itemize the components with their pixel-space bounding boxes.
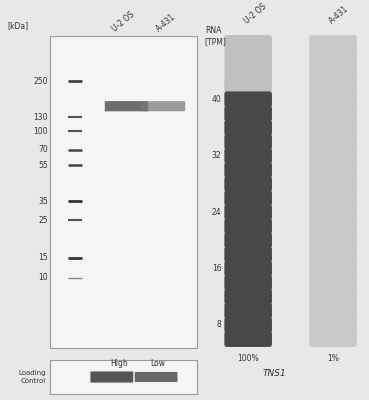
FancyBboxPatch shape [224,148,272,164]
FancyBboxPatch shape [309,134,357,150]
FancyBboxPatch shape [224,106,272,122]
Text: 1%: 1% [327,354,339,363]
Text: 16: 16 [212,264,221,273]
Text: 35: 35 [38,197,48,206]
Text: 10: 10 [38,273,48,282]
FancyBboxPatch shape [309,190,357,206]
Text: 55: 55 [38,161,48,170]
FancyBboxPatch shape [50,36,197,348]
FancyBboxPatch shape [224,77,272,93]
FancyBboxPatch shape [224,246,272,262]
FancyBboxPatch shape [309,176,357,192]
FancyBboxPatch shape [224,260,272,276]
Text: 100%: 100% [237,354,259,363]
Text: Loading
Control: Loading Control [18,370,46,384]
FancyBboxPatch shape [224,204,272,220]
FancyBboxPatch shape [224,49,272,65]
FancyBboxPatch shape [224,190,272,206]
Text: 130: 130 [34,113,48,122]
Text: 40: 40 [212,95,221,104]
Text: A-431: A-431 [327,5,350,26]
FancyBboxPatch shape [309,317,357,333]
FancyBboxPatch shape [309,232,357,248]
FancyBboxPatch shape [309,148,357,164]
FancyBboxPatch shape [224,176,272,192]
FancyBboxPatch shape [224,303,272,319]
FancyBboxPatch shape [142,101,185,111]
Text: RNA
[TPM]: RNA [TPM] [205,26,227,46]
Text: A-431: A-431 [155,13,177,34]
Text: U-2 OS: U-2 OS [242,2,268,26]
FancyBboxPatch shape [309,246,357,262]
FancyBboxPatch shape [309,260,357,276]
Text: High: High [110,359,128,368]
Text: TNS1: TNS1 [263,370,287,378]
FancyBboxPatch shape [309,289,357,305]
Text: 15: 15 [38,253,48,262]
Text: 25: 25 [38,216,48,224]
Text: [kDa]: [kDa] [7,22,28,30]
FancyBboxPatch shape [224,120,272,136]
Text: 24: 24 [212,208,221,217]
FancyBboxPatch shape [309,106,357,122]
FancyBboxPatch shape [309,331,357,347]
Text: 32: 32 [212,151,221,160]
Text: 250: 250 [34,77,48,86]
FancyBboxPatch shape [309,35,357,51]
FancyBboxPatch shape [309,218,357,234]
FancyBboxPatch shape [309,162,357,178]
FancyBboxPatch shape [105,101,148,111]
FancyBboxPatch shape [309,91,357,108]
FancyBboxPatch shape [224,35,272,51]
FancyBboxPatch shape [90,372,133,382]
FancyBboxPatch shape [50,360,197,394]
FancyBboxPatch shape [224,331,272,347]
FancyBboxPatch shape [224,274,272,291]
Text: 8: 8 [217,320,221,329]
FancyBboxPatch shape [224,162,272,178]
Text: Low: Low [150,359,165,368]
FancyBboxPatch shape [224,289,272,305]
FancyBboxPatch shape [224,232,272,248]
FancyBboxPatch shape [224,63,272,79]
FancyBboxPatch shape [309,120,357,136]
Text: 70: 70 [38,145,48,154]
FancyBboxPatch shape [309,49,357,65]
Text: 100: 100 [34,127,48,136]
FancyBboxPatch shape [224,91,272,108]
FancyBboxPatch shape [135,372,177,382]
FancyBboxPatch shape [224,134,272,150]
FancyBboxPatch shape [309,77,357,93]
FancyBboxPatch shape [224,317,272,333]
Text: U-2 OS: U-2 OS [110,10,136,34]
FancyBboxPatch shape [309,204,357,220]
FancyBboxPatch shape [309,63,357,79]
FancyBboxPatch shape [309,274,357,291]
FancyBboxPatch shape [224,218,272,234]
FancyBboxPatch shape [309,303,357,319]
